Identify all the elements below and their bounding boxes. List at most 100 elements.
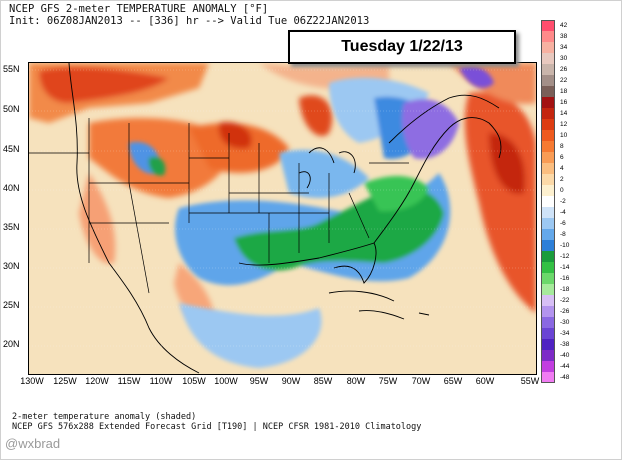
colorbar-tick-label: 12 <box>560 121 568 128</box>
colorbar-swatch <box>541 262 555 273</box>
map-header: NCEP GFS 2-meter TEMPERATURE ANOMALY [°F… <box>9 3 369 27</box>
colorbar-tick-label: -34 <box>560 330 570 337</box>
lat-label-30n: 30N <box>3 261 20 271</box>
colorbar-tick-label: 10 <box>560 132 568 139</box>
colorbar-tick-label: 22 <box>560 77 568 84</box>
lon-label-100w: 100W <box>214 376 238 386</box>
colorbar-swatch <box>541 64 555 75</box>
lon-label-125w: 125W <box>53 376 77 386</box>
colorbar-swatch <box>541 53 555 64</box>
colorbar-swatch <box>541 174 555 185</box>
colorbar-swatch <box>541 251 555 262</box>
colorbar-swatch <box>541 295 555 306</box>
colorbar-tick-label: -12 <box>560 253 570 260</box>
colorbar-swatch <box>541 152 555 163</box>
lat-label-45n: 45N <box>3 144 20 154</box>
colorbar-tick-label: 18 <box>560 88 568 95</box>
lon-label-70w: 70W <box>411 376 431 386</box>
colorbar-tick-label: -4 <box>560 209 566 216</box>
colorbar-tick-label: -38 <box>560 341 570 348</box>
valid-date-box: Tuesday 1/22/13 <box>288 30 516 64</box>
lat-label-55n: 55N <box>3 64 20 74</box>
map-footer: 2-meter temperature anomaly (shaded) NCEP… <box>12 412 421 432</box>
colorbar-tick-label: -26 <box>560 308 570 315</box>
lon-label-80w: 80W <box>346 376 366 386</box>
colorbar-swatch <box>541 141 555 152</box>
colorbar-swatch <box>541 317 555 328</box>
colorbar-swatch <box>541 339 555 350</box>
colorbar-tick-label: -6 <box>560 220 566 227</box>
anomaly-map <box>28 62 537 375</box>
colorbar-swatch <box>541 372 555 383</box>
lon-label-115w: 115W <box>117 376 141 386</box>
colorbar-swatch <box>541 108 555 119</box>
colorbar-swatch <box>541 196 555 207</box>
lon-label-60w: 60W <box>475 376 495 386</box>
colorbar-swatch <box>541 240 555 251</box>
lat-label-20n: 20N <box>3 339 20 349</box>
shaded-anomaly-field <box>29 63 536 333</box>
lat-label-40n: 40N <box>3 183 20 193</box>
watermark: @wxbrad <box>5 436 61 451</box>
colorbar-swatch <box>541 350 555 361</box>
colorbar-swatch <box>541 97 555 108</box>
colorbar-tick-label: 6 <box>560 154 564 161</box>
colorbar-swatch <box>541 361 555 372</box>
footer-source: NCEP GFS 576x288 Extended Forecast Grid … <box>12 422 422 432</box>
colorbar-tick-label: -44 <box>560 363 570 370</box>
colorbar-swatch <box>541 218 555 229</box>
colorbar-tick-label: -22 <box>560 297 570 304</box>
colorbar-tick-label: -10 <box>560 242 570 249</box>
colorbar <box>541 20 555 383</box>
colorbar-tick-label: 30 <box>560 55 568 62</box>
colorbar-swatch <box>541 86 555 97</box>
colorbar-tick-label: -18 <box>560 286 570 293</box>
lon-label-95w: 95W <box>249 376 269 386</box>
colorbar-tick-label: -16 <box>560 275 570 282</box>
colorbar-swatch <box>541 75 555 86</box>
colorbar-tick-label: 8 <box>560 143 564 150</box>
colorbar-tick-label: 34 <box>560 44 568 51</box>
lon-label-130w: 130W <box>20 376 44 386</box>
lon-label-65w: 65W <box>443 376 463 386</box>
header-title: NCEP GFS 2-meter TEMPERATURE ANOMALY [°F… <box>9 3 269 15</box>
header-init-valid: Init: 06Z08JAN2013 -- [336] hr --> Valid… <box>9 15 370 27</box>
lon-label-110w: 110W <box>149 376 173 386</box>
colorbar-tick-label: 38 <box>560 33 568 40</box>
colorbar-tick-label: -2 <box>560 198 566 205</box>
colorbar-swatch <box>541 284 555 295</box>
map-canvas <box>29 63 536 374</box>
lat-label-35n: 35N <box>3 222 20 232</box>
colorbar-swatch <box>541 229 555 240</box>
colorbar-tick-label: 2 <box>560 176 564 183</box>
colorbar-tick-label: -30 <box>560 319 570 326</box>
lat-label-50n: 50N <box>3 104 20 114</box>
colorbar-tick-label: 42 <box>560 22 568 29</box>
colorbar-swatch <box>541 185 555 196</box>
lon-label-85w: 85W <box>313 376 333 386</box>
colorbar-swatch <box>541 163 555 174</box>
lon-label-75w: 75W <box>378 376 398 386</box>
lat-label-25n: 25N <box>3 300 20 310</box>
colorbar-swatch <box>541 306 555 317</box>
colorbar-swatch <box>541 119 555 130</box>
colorbar-swatch <box>541 273 555 284</box>
state-borders <box>29 118 409 294</box>
colorbar-tick-label: 0 <box>560 187 564 194</box>
colorbar-tick-label: 14 <box>560 110 568 117</box>
colorbar-swatch <box>541 207 555 218</box>
colorbar-swatch <box>541 130 555 141</box>
colorbar-swatch <box>541 42 555 53</box>
colorbar-swatch <box>541 31 555 42</box>
colorbar-tick-label: -40 <box>560 352 570 359</box>
lon-label-120w: 120W <box>85 376 109 386</box>
colorbar-tick-label: 16 <box>560 99 568 106</box>
colorbar-tick-label: -14 <box>560 264 570 271</box>
lon-label-90w: 90W <box>281 376 301 386</box>
footer-field-description: 2-meter temperature anomaly (shaded) <box>12 412 197 422</box>
colorbar-swatch <box>541 20 555 31</box>
lon-label-55w: 55W <box>520 376 540 386</box>
colorbar-tick-label: -8 <box>560 231 566 238</box>
cold-anomaly-field <box>129 66 494 368</box>
colorbar-swatch <box>541 328 555 339</box>
